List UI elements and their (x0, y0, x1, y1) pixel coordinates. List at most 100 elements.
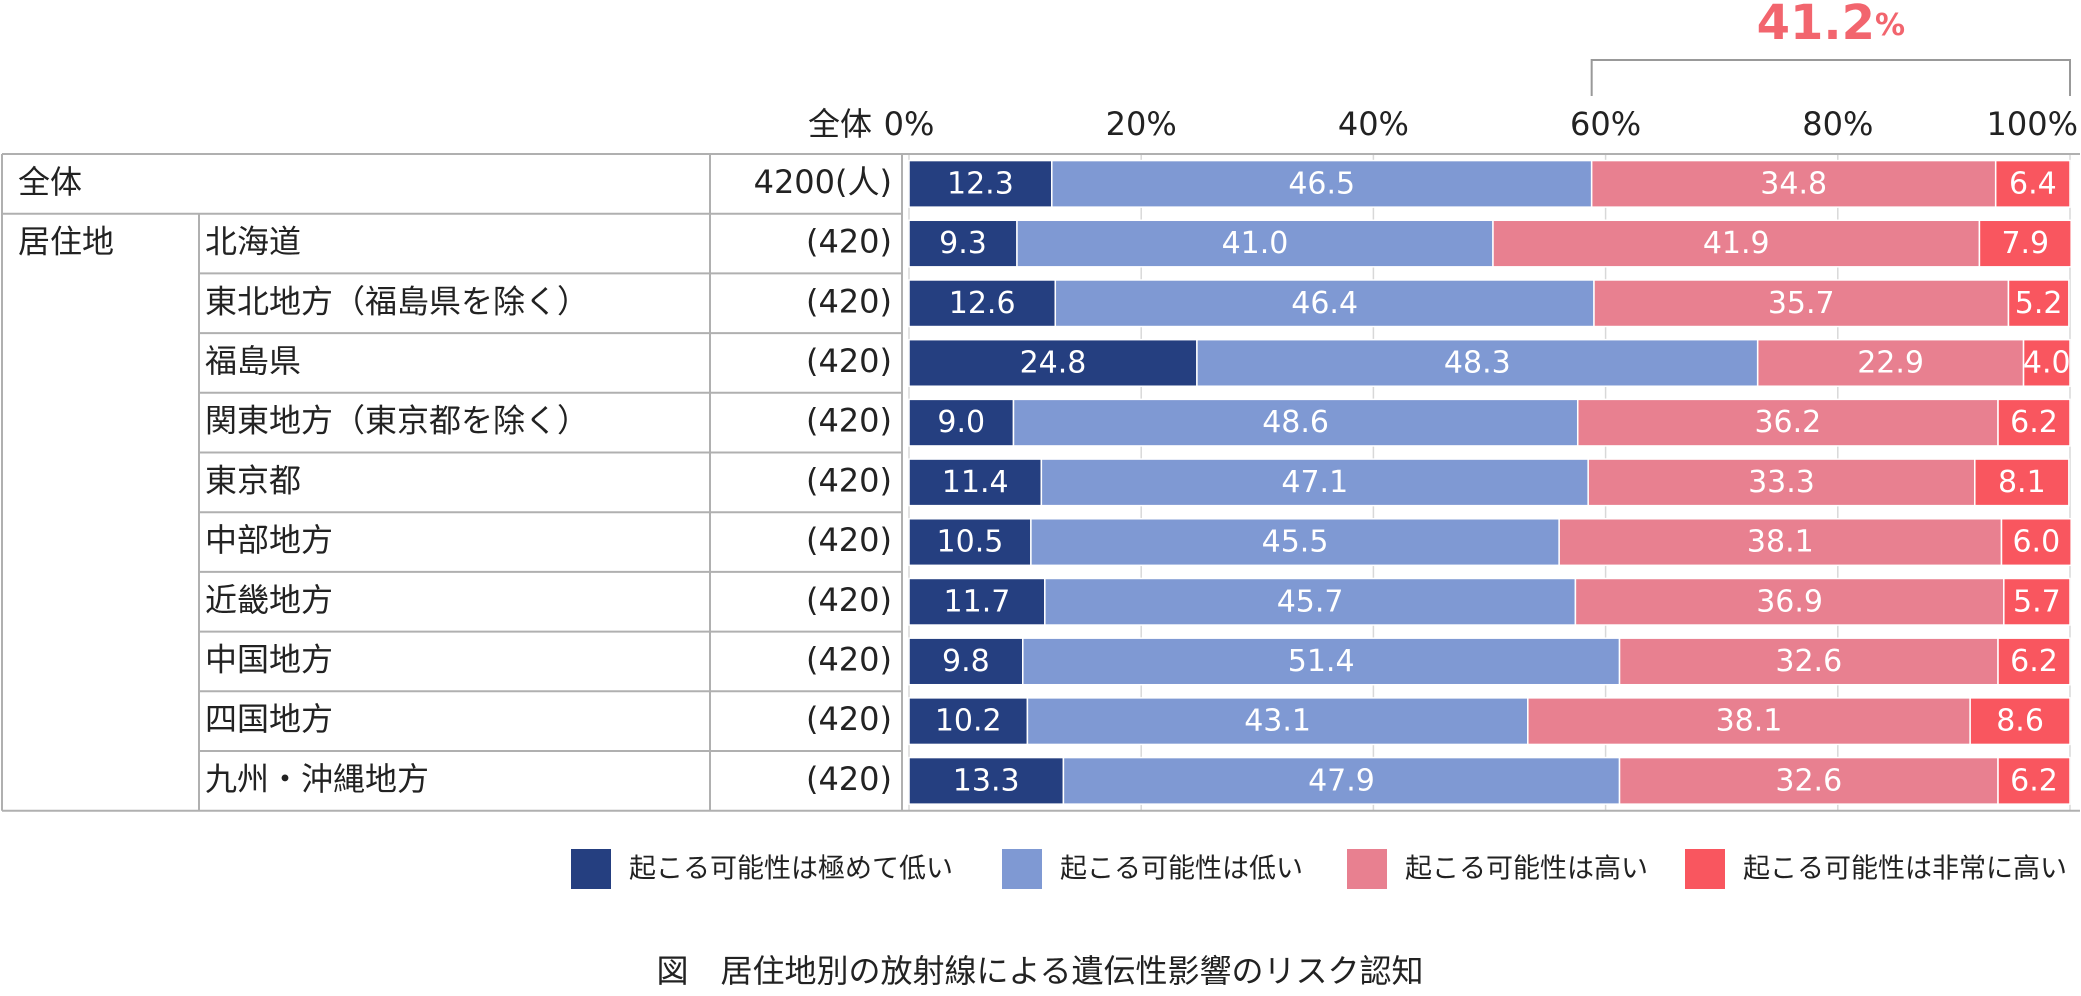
annotation-label: 41.2% (1757, 0, 1906, 51)
bar-segment (1012, 398, 1579, 447)
bar-segment (1587, 458, 1976, 507)
bar-segment (1997, 756, 2071, 805)
bar-segment (1574, 577, 2005, 626)
bar-segment (908, 577, 1046, 626)
category-label: 中部地方 (205, 521, 333, 559)
value-label: 10.2 (935, 704, 1002, 739)
value-label: 41.9 (1703, 226, 1770, 261)
n-label: (420) (806, 760, 892, 798)
bar-segment (1969, 697, 2071, 746)
n-label: (420) (806, 402, 892, 440)
value-label: 12.3 (947, 166, 1014, 201)
bar-segment (908, 756, 1065, 805)
bar-segment (1756, 338, 2025, 387)
n-label: (420) (806, 521, 892, 559)
bar-segment (1994, 159, 2071, 208)
value-label: 7.9 (2001, 226, 2049, 261)
value-label: 5.7 (2013, 584, 2061, 619)
legend-label: 起こる可能性は非常に高い (1743, 854, 2067, 885)
value-label: 47.1 (1281, 465, 1348, 500)
value-label: 6.2 (2010, 644, 2058, 679)
value-label: 41.0 (1222, 226, 1289, 261)
bar-segment (908, 637, 1024, 686)
legend-label: 起こる可能性は極めて低い (629, 854, 953, 885)
category-label: 北海道 (205, 223, 301, 261)
value-label: 9.3 (939, 226, 987, 261)
value-label: 45.7 (1277, 584, 1344, 619)
legend-swatch (1002, 849, 1042, 889)
n-label: (420) (806, 581, 892, 619)
bar-segment (1997, 637, 2071, 686)
n-header: 全体 (808, 105, 872, 143)
x-tick-label: 20% (1106, 105, 1177, 143)
value-label: 6.0 (2012, 525, 2060, 560)
legend-label: 起こる可能性は低い (1060, 854, 1303, 885)
bar-segment (1576, 398, 1999, 447)
bar-segment (1618, 637, 1999, 686)
bar-segment (2007, 279, 2070, 328)
chart-title: 図 居住地別の放射線による遺伝性影響のリスク認知 (656, 952, 1423, 990)
category-label: 近畿地方 (205, 581, 333, 619)
value-label: 5.2 (2015, 286, 2063, 321)
legend-swatch (1685, 849, 1725, 889)
value-label: 35.7 (1768, 286, 1835, 321)
n-label: (420) (806, 700, 892, 738)
n-label: (420) (806, 282, 892, 320)
category-label: 全体 (18, 163, 82, 201)
value-label: 51.4 (1288, 644, 1355, 679)
value-label: 32.6 (1775, 763, 1842, 798)
x-tick-label: 80% (1802, 105, 1873, 143)
value-label: 4.0 (2023, 345, 2071, 380)
value-label: 47.9 (1308, 763, 1375, 798)
row-group-label: 居住地 (18, 223, 114, 261)
value-label: 36.9 (1756, 584, 1823, 619)
x-tick-label: 60% (1570, 105, 1641, 143)
value-label: 22.9 (1857, 345, 1924, 380)
category-label: 九州・沖縄地方 (205, 760, 429, 798)
category-label: 関東地方（東京都を除く） (205, 402, 589, 440)
value-label: 12.6 (949, 286, 1016, 321)
value-label: 48.6 (1262, 405, 1329, 440)
value-label: 43.1 (1244, 704, 1311, 739)
value-label: 11.7 (944, 584, 1011, 619)
bar-segment (1492, 219, 1981, 268)
n-label: (420) (806, 461, 892, 499)
x-tick-label: 0% (884, 105, 935, 143)
n-label: (420) (806, 223, 892, 261)
value-label: 45.5 (1262, 525, 1329, 560)
value-label: 13.3 (953, 763, 1020, 798)
bar-segment (1054, 279, 1595, 328)
annotation-bracket (1590, 59, 2071, 96)
bar-segment (2022, 338, 2071, 387)
category-label: 福島県 (205, 342, 301, 380)
value-label: 11.4 (942, 465, 1009, 500)
value-label: 10.5 (937, 525, 1004, 560)
bar-segment (2000, 518, 2072, 567)
bar-segment (908, 697, 1029, 746)
bar-segment (1618, 756, 1999, 805)
value-label: 48.3 (1444, 345, 1511, 380)
value-label: 9.8 (942, 644, 990, 679)
bar-segment (1997, 398, 2071, 447)
value-label: 34.8 (1760, 166, 1827, 201)
bar-segment (1527, 697, 1971, 746)
value-label: 38.1 (1716, 704, 1783, 739)
category-label: 東京都 (205, 461, 301, 499)
bar-segment (2003, 577, 2071, 626)
bar-segment (908, 159, 1053, 208)
x-tick-label: 40% (1338, 105, 1409, 143)
legend-swatch (571, 849, 611, 889)
value-label: 24.8 (1020, 345, 1087, 380)
bar-segment (1016, 219, 1494, 268)
n-label: (420) (806, 342, 892, 380)
value-label: 6.4 (2009, 166, 2057, 201)
bar-segment (1590, 159, 1997, 208)
bar-segment (908, 338, 1198, 387)
n-label: (420) (806, 640, 892, 678)
bar-segment (908, 458, 1043, 507)
category-label: 四国地方 (205, 700, 333, 738)
value-label: 9.0 (937, 405, 985, 440)
value-label: 33.3 (1748, 465, 1815, 500)
value-label: 36.2 (1754, 405, 1821, 440)
